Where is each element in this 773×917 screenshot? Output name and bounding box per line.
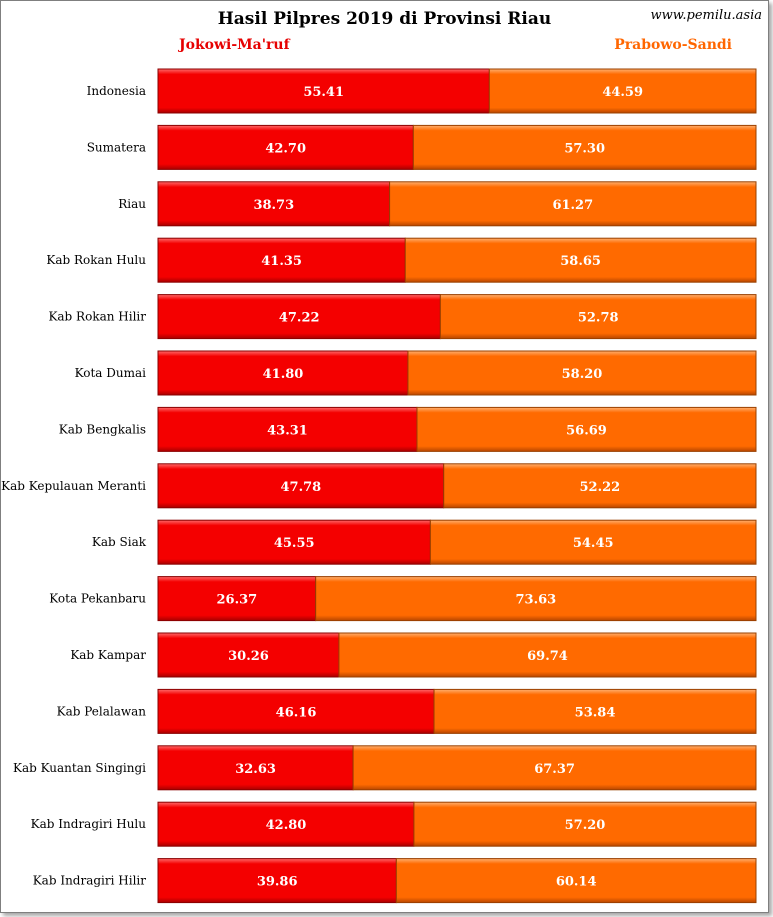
- source-label: www.pemilu.asia: [650, 8, 762, 23]
- data-label: 55.41: [303, 85, 344, 100]
- bar-jokowi: [157, 463, 445, 509]
- bar-prabowo: [413, 801, 757, 847]
- data-label: 30.26: [228, 649, 269, 664]
- chart-title: Hasil Pilpres 2019 di Provinsi Riau: [217, 9, 552, 29]
- bar-prabowo: [439, 294, 757, 340]
- data-label: 45.55: [274, 536, 315, 551]
- category-label: Kab Rokan Hilir: [48, 310, 146, 324]
- bar-jokowi: [157, 406, 418, 452]
- bar-jokowi: [157, 688, 435, 734]
- category-label: Kab Siak: [92, 535, 147, 549]
- bar-jokowi: [157, 745, 354, 791]
- data-label: 26.37: [216, 593, 257, 608]
- category-label: Sumatera: [87, 140, 146, 154]
- data-label: 38.73: [253, 198, 294, 213]
- bar-prabowo: [433, 688, 757, 734]
- category-label: Riau: [118, 197, 146, 211]
- data-label: 52.22: [580, 480, 621, 495]
- bar-jokowi: [157, 124, 414, 170]
- category-label: Kab Kuantan Singingi: [13, 761, 146, 775]
- bar-prabowo: [352, 745, 757, 791]
- bar-jokowi: [157, 632, 340, 678]
- data-label: 41.35: [261, 254, 302, 269]
- data-label: 43.31: [267, 423, 308, 438]
- category-label: Kota Dumai: [75, 366, 147, 380]
- data-label: 56.69: [566, 423, 607, 438]
- bar-prabowo: [416, 406, 757, 452]
- bar-jokowi: [157, 519, 431, 565]
- bar-jokowi: [157, 801, 415, 847]
- category-label: Kab Rokan Hulu: [46, 253, 146, 267]
- data-label: 73.63: [515, 593, 556, 608]
- data-label: 52.78: [578, 311, 619, 326]
- category-label: Kota Pekanbaru: [49, 592, 146, 606]
- data-label: 57.30: [564, 141, 605, 156]
- data-label: 41.80: [263, 367, 304, 382]
- data-label: 57.20: [565, 818, 606, 833]
- data-label: 69.74: [527, 649, 568, 664]
- data-label: 32.63: [235, 762, 276, 777]
- bar-jokowi: [157, 237, 406, 283]
- category-label: Kab Pelalawan: [57, 704, 147, 718]
- bar-prabowo: [389, 181, 757, 227]
- bar-prabowo: [404, 237, 757, 283]
- bar-prabowo: [488, 68, 757, 114]
- data-label: 46.16: [276, 705, 317, 720]
- category-label: Kab Indragiri Hilir: [33, 874, 147, 888]
- bar-prabowo: [407, 350, 757, 396]
- legend-prabowo: Prabowo-Sandi: [614, 37, 732, 53]
- bar-prabowo: [429, 519, 757, 565]
- data-label: 42.80: [266, 818, 307, 833]
- data-label: 58.65: [560, 254, 601, 269]
- legend-jokowi: Jokowi-Ma'ruf: [179, 37, 290, 53]
- data-label: 61.27: [552, 198, 593, 213]
- bar-jokowi: [157, 181, 391, 227]
- bar-prabowo: [443, 463, 757, 509]
- category-label: Kab Bengkalis: [59, 422, 146, 436]
- category-label: Kab Kepulauan Meranti: [1, 479, 146, 493]
- data-label: 42.70: [265, 141, 306, 156]
- bar-jokowi: [157, 350, 409, 396]
- data-label: 39.86: [257, 875, 298, 890]
- category-label: Indonesia: [87, 84, 146, 98]
- bar-jokowi: [157, 576, 317, 622]
- data-label: 44.59: [602, 85, 643, 100]
- category-label: Kab Indragiri Hulu: [31, 817, 147, 831]
- data-label: 58.20: [562, 367, 603, 382]
- data-label: 47.22: [279, 311, 320, 326]
- data-label: 60.14: [556, 875, 597, 890]
- data-label: 47.78: [281, 480, 322, 495]
- data-label: 54.45: [573, 536, 614, 551]
- bar-prabowo: [338, 632, 757, 678]
- category-label: Kab Kampar: [70, 648, 146, 662]
- bar-prabowo: [395, 858, 757, 904]
- data-label: 67.37: [534, 762, 575, 777]
- bar-prabowo: [412, 124, 757, 170]
- data-label: 53.84: [575, 705, 616, 720]
- bar-prabowo: [315, 576, 757, 622]
